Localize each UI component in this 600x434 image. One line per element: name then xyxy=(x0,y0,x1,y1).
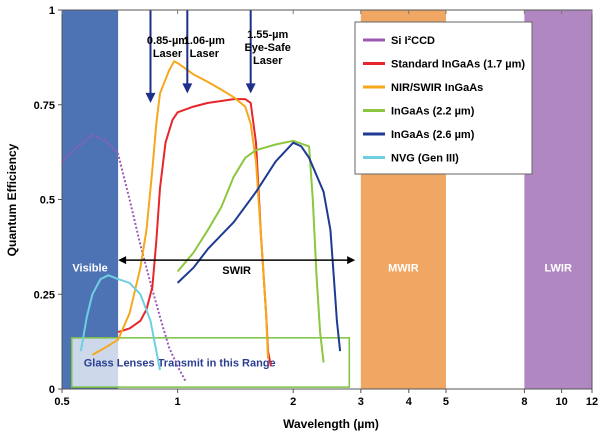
band-label-lwir: LWIR xyxy=(544,263,572,275)
legend-label-1: Standard InGaAs (1.7 µm) xyxy=(391,59,525,71)
x-axis-label: Wavelength (µm) xyxy=(283,417,379,431)
legend-label-4: InGaAs (2.6 µm) xyxy=(391,129,475,141)
band-label-mwir: MWIR xyxy=(388,263,419,275)
laser-arrow-head-0 xyxy=(145,92,156,103)
series-line-0 xyxy=(61,134,187,382)
laser-label-0: 0.85-µm Laser xyxy=(147,35,188,60)
bands-layer: Visible MWIR LWIR xyxy=(62,10,592,389)
glass-region-label: Glass Lenses Transmit in this Range xyxy=(84,357,276,369)
laser-label-line: Laser xyxy=(190,48,220,60)
legend-label-3: InGaAs (2.2 µm) xyxy=(391,106,475,118)
x-tick-label: 1 xyxy=(175,396,181,408)
band-label-visible: Visible xyxy=(72,263,107,275)
y-tick-label: 0 xyxy=(49,384,55,396)
swir-label: SWIR xyxy=(222,265,251,277)
y-tick-label: 0.25 xyxy=(34,289,55,301)
x-tick-label: 8 xyxy=(521,396,527,408)
band-lwir xyxy=(524,10,592,389)
x-tick-label: 2 xyxy=(290,396,296,408)
y-tick-label: 0.5 xyxy=(40,195,55,207)
laser-arrow-head-2 xyxy=(245,83,256,94)
x-tick-label: 12 xyxy=(586,396,598,408)
glass-region-layer: Glass Lenses Transmit in this Range xyxy=(70,337,351,388)
swir-arrow-left-head xyxy=(118,256,127,265)
swir-arrow-right-head xyxy=(347,256,356,265)
y-tick-label: 0.75 xyxy=(34,100,55,112)
laser-label-1: 1.06-µm Laser xyxy=(184,35,225,60)
y-axis-label: Quantum Efficiency xyxy=(5,143,19,256)
x-tick-label: 10 xyxy=(555,396,567,408)
laser-label-line: 1.55-µm xyxy=(247,29,288,41)
legend: Si I²CCD Standard InGaAs (1.7 µm) NIR/SWIR… xyxy=(354,21,533,175)
series-line-2 xyxy=(91,60,269,359)
x-tick-label: 0.5 xyxy=(54,396,69,408)
band-visible xyxy=(62,10,119,389)
laser-label-2: 1.55-µm Eye-Safe Laser xyxy=(244,29,290,67)
x-tick-label: 3 xyxy=(358,396,364,408)
series-line-1 xyxy=(117,98,272,367)
legend-label-2: NIR/SWIR InGaAs xyxy=(391,82,483,94)
laser-label-line: Laser xyxy=(153,48,183,60)
x-tick-label: 4 xyxy=(406,396,413,408)
laser-arrow-head-1 xyxy=(182,83,193,94)
series-line-3 xyxy=(176,139,325,363)
glass-region-box xyxy=(70,337,351,388)
legend-label-0: Si I²CCD xyxy=(391,35,435,47)
series-layer xyxy=(61,60,342,382)
y-tick-label: 1 xyxy=(49,5,55,17)
legend-box xyxy=(354,21,533,175)
laser-label-line: 0.85-µm xyxy=(147,35,188,47)
legend-label-5: NVG (Gen III) xyxy=(391,153,459,165)
series-line-4 xyxy=(176,141,342,352)
x-tick-label: 5 xyxy=(443,396,449,408)
laser-label-line: Laser xyxy=(253,55,283,67)
laser-label-line: Eye-Safe xyxy=(244,42,290,54)
series-line-5 xyxy=(79,274,161,371)
laser-label-line: 1.06-µm xyxy=(184,35,225,47)
